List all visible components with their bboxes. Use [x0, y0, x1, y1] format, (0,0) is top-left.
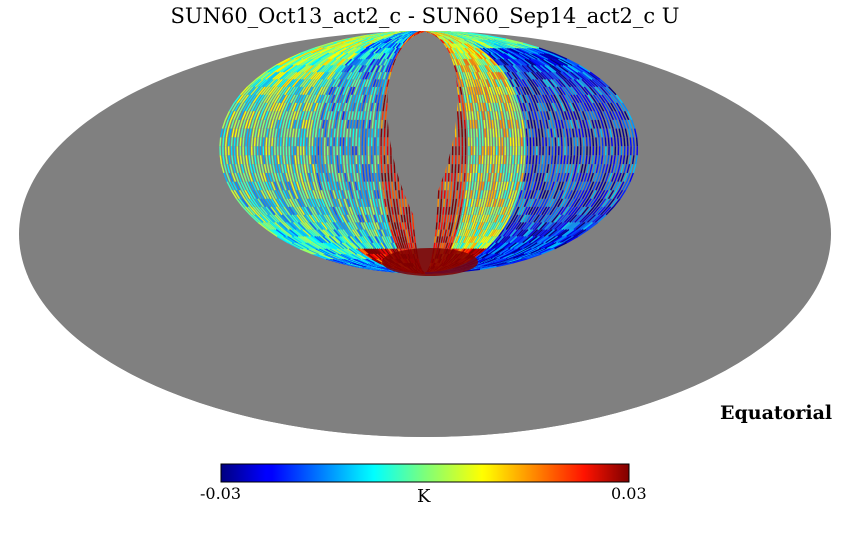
coordinate-system-label: Equatorial [720, 402, 833, 424]
map-title: SUN60_Oct13_act2_c - SUN60_Sep14_act2_c … [170, 4, 680, 28]
colorbar [220, 463, 630, 483]
colorbar-max-label: 0.03 [611, 484, 647, 503]
colorbar-unit-label: K [417, 486, 431, 507]
colorbar-min-label: -0.03 [200, 484, 242, 503]
